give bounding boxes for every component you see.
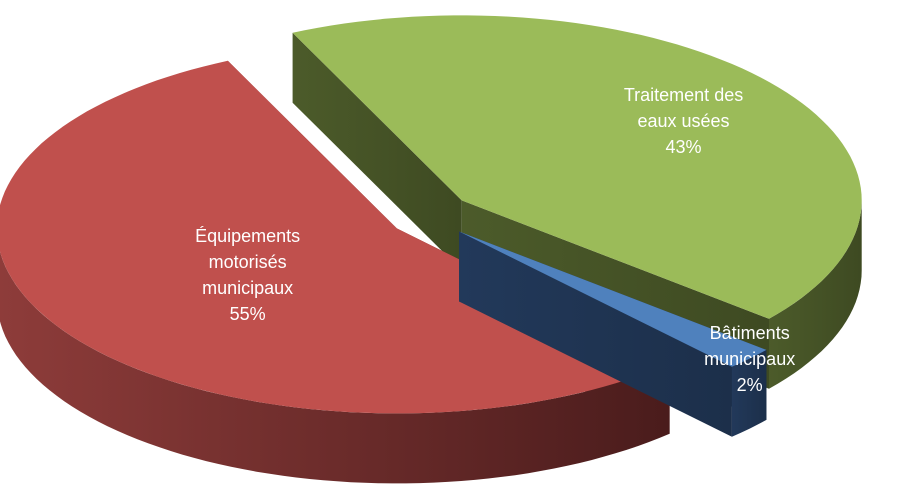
slice-side (292, 32, 462, 271)
slice (459, 231, 767, 437)
slice-side (769, 200, 862, 389)
data-label: Traitement des eaux usées 43% (609, 82, 759, 160)
slice-value: 2% (736, 374, 763, 395)
slice-value: 55% (229, 303, 266, 324)
data-label: Bâtiments municipaux 2% (675, 320, 825, 398)
slice-side (731, 349, 767, 437)
slice (459, 231, 767, 367)
slice (0, 60, 670, 414)
slice-side (0, 251, 670, 484)
slice-category: Bâtiments municipaux (704, 322, 796, 369)
slice-category: Traitement des eaux usées (623, 85, 744, 132)
slice-side (459, 231, 732, 437)
data-label: Équipements motorisés municipaux 55% (173, 223, 323, 327)
slice (292, 15, 862, 319)
slice-category: Équipements motorisés municipaux (195, 225, 301, 298)
slice-value: 43% (665, 137, 702, 158)
